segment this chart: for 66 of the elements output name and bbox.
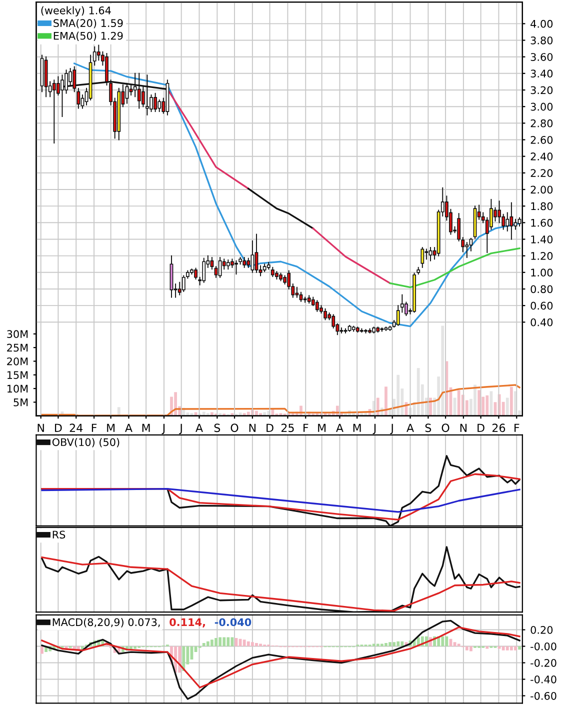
- y-tick-label: 4.00: [530, 20, 553, 28]
- x-tick-label: J: [162, 424, 165, 434]
- y-tick-label: 3.00: [530, 102, 553, 111]
- y-tick-label: 1.40: [531, 235, 553, 244]
- y-tick-label: 0.20: [530, 626, 553, 634]
- text: RS: [52, 530, 66, 539]
- x-tick-label: S: [425, 424, 432, 432]
- x-tick-label: 26: [492, 424, 506, 432]
- y-tick-label: 30M: [7, 330, 28, 338]
- y-tick-label: 5M: [14, 398, 28, 406]
- x-tick-label: O: [230, 424, 238, 432]
- y-tick-label: 15M: [7, 371, 28, 379]
- x-tick-label: D: [55, 424, 62, 432]
- y-tick-label: 20M: [7, 357, 28, 366]
- annotation: -0.040: [214, 618, 252, 626]
- y-tick-label: 3.80: [530, 36, 553, 44]
- legend-label: MACD(8,20,9) 0.073,: [52, 618, 160, 628]
- text: 0.114,: [170, 618, 205, 628]
- y-tick-label: -0.20: [530, 658, 556, 667]
- x-tick-label: F: [92, 424, 97, 432]
- x-tick-label: J: [179, 424, 182, 434]
- y-tick-label: 2.60: [530, 136, 553, 144]
- x-tick-label: N: [460, 424, 467, 432]
- y-tick-label: 10M: [7, 384, 28, 393]
- y-tick-label: 1.00: [531, 268, 553, 277]
- y-tick-label: 1.60: [531, 218, 553, 227]
- x-tick-label: A: [125, 424, 132, 432]
- chart-title: (weekly) 1.64: [41, 6, 111, 16]
- x-tick-label: A: [196, 424, 203, 432]
- x-tick-label: A: [406, 424, 414, 432]
- x-tick-label: S: [214, 424, 220, 432]
- y-tick-label: 2.80: [530, 119, 553, 128]
- x-tick-label: F: [514, 424, 520, 432]
- x-tick-label: O: [442, 424, 450, 432]
- x-tick-label: 25: [281, 424, 294, 432]
- y-tick-label: 2.40: [530, 152, 553, 160]
- x-tick-label: F: [304, 424, 308, 432]
- y-tick-label: 2.00: [530, 186, 553, 194]
- x-tick-label: N: [38, 424, 44, 432]
- y-tick-label: 1.20: [531, 252, 553, 260]
- legend-label: SMA(20) 1.59: [54, 18, 123, 28]
- y-tick-label: -0.60: [530, 692, 556, 700]
- legend-label: OBV(10) (50): [52, 438, 120, 448]
- x-tick-label: D: [266, 424, 274, 432]
- y-tick-label: 0.80: [530, 285, 553, 294]
- x-tick-label: M: [318, 424, 326, 432]
- x-tick-label: A: [336, 424, 344, 432]
- y-tick-label: 0.40: [530, 318, 553, 326]
- legend-label: EMA(50) 1.29: [54, 32, 123, 41]
- y-tick-label: -0.40: [530, 675, 556, 684]
- y-tick-label: 3.60: [530, 53, 553, 61]
- y-tick-label: -0.00: [530, 642, 556, 650]
- x-tick-label: M: [142, 424, 150, 432]
- x-tick-label: N: [249, 424, 256, 432]
- x-tick-label: 24: [70, 424, 83, 432]
- y-tick-label: 0.60: [530, 302, 553, 310]
- y-tick-label: 2.20: [530, 169, 553, 178]
- x-tick-label: J: [390, 424, 393, 434]
- y-tick-label: 3.40: [530, 70, 553, 78]
- x-tick-label: M: [107, 424, 115, 432]
- y-tick-label: 3.20: [530, 86, 553, 94]
- y-tick-label: 25M: [7, 344, 28, 352]
- x-tick-label: J: [372, 424, 376, 434]
- x-tick-label: D: [478, 424, 484, 432]
- y-tick-label: 1.80: [531, 202, 553, 210]
- x-tick-label: M: [353, 424, 361, 432]
